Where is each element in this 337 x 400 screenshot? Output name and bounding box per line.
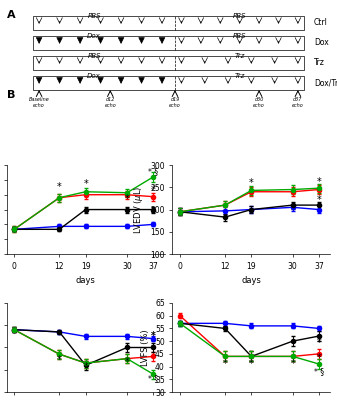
Text: *: * <box>317 195 321 205</box>
Text: Dox/Trz: Dox/Trz <box>314 78 337 87</box>
Text: Baseline
echo: Baseline echo <box>29 97 50 108</box>
Text: PBS: PBS <box>87 13 101 19</box>
Text: *: * <box>125 194 129 204</box>
Text: *: * <box>317 177 321 187</box>
Text: Trz: Trz <box>314 58 325 68</box>
Y-axis label: LVEDV ($\mu$L): LVEDV ($\mu$L) <box>132 185 145 234</box>
Text: PBS: PBS <box>233 33 246 39</box>
Text: A: A <box>7 10 16 20</box>
Text: Ctrl: Ctrl <box>314 18 328 28</box>
FancyBboxPatch shape <box>33 36 304 50</box>
Text: *: * <box>57 355 62 365</box>
Text: d12
echo: d12 echo <box>104 97 116 108</box>
Text: PBS: PBS <box>87 53 101 59</box>
Text: Trz: Trz <box>235 73 245 79</box>
Text: Trz: Trz <box>235 53 245 59</box>
Text: d30
echo: d30 echo <box>253 97 265 108</box>
Text: *: * <box>223 358 227 368</box>
Y-axis label: LVFS (%): LVFS (%) <box>141 329 150 366</box>
Text: d19
echo: d19 echo <box>169 97 181 108</box>
Text: Dox: Dox <box>314 38 329 48</box>
Text: *: * <box>317 354 321 364</box>
Text: *: * <box>151 185 156 195</box>
Text: *: * <box>83 179 88 189</box>
Text: B: B <box>7 90 15 100</box>
Text: *: * <box>249 178 254 188</box>
FancyBboxPatch shape <box>33 76 304 90</box>
Text: *: * <box>125 357 129 367</box>
Text: PBS: PBS <box>233 13 246 19</box>
X-axis label: days: days <box>76 276 96 285</box>
X-axis label: days: days <box>241 276 261 285</box>
Text: *: * <box>317 338 321 348</box>
Text: *: * <box>151 344 156 354</box>
Text: * §: * § <box>148 374 158 383</box>
Text: * §: * § <box>314 367 324 376</box>
Text: *: * <box>57 182 62 192</box>
Text: d37
echo: d37 echo <box>292 97 304 108</box>
Text: *: * <box>290 358 295 368</box>
FancyBboxPatch shape <box>33 56 304 70</box>
Text: *: * <box>151 330 156 340</box>
Text: *: * <box>151 330 156 340</box>
FancyBboxPatch shape <box>33 16 304 30</box>
Text: Dox: Dox <box>87 73 101 79</box>
Text: * §: * § <box>148 167 158 176</box>
Text: Dox: Dox <box>87 33 101 39</box>
Text: *: * <box>249 358 254 368</box>
Text: *: * <box>83 362 88 372</box>
